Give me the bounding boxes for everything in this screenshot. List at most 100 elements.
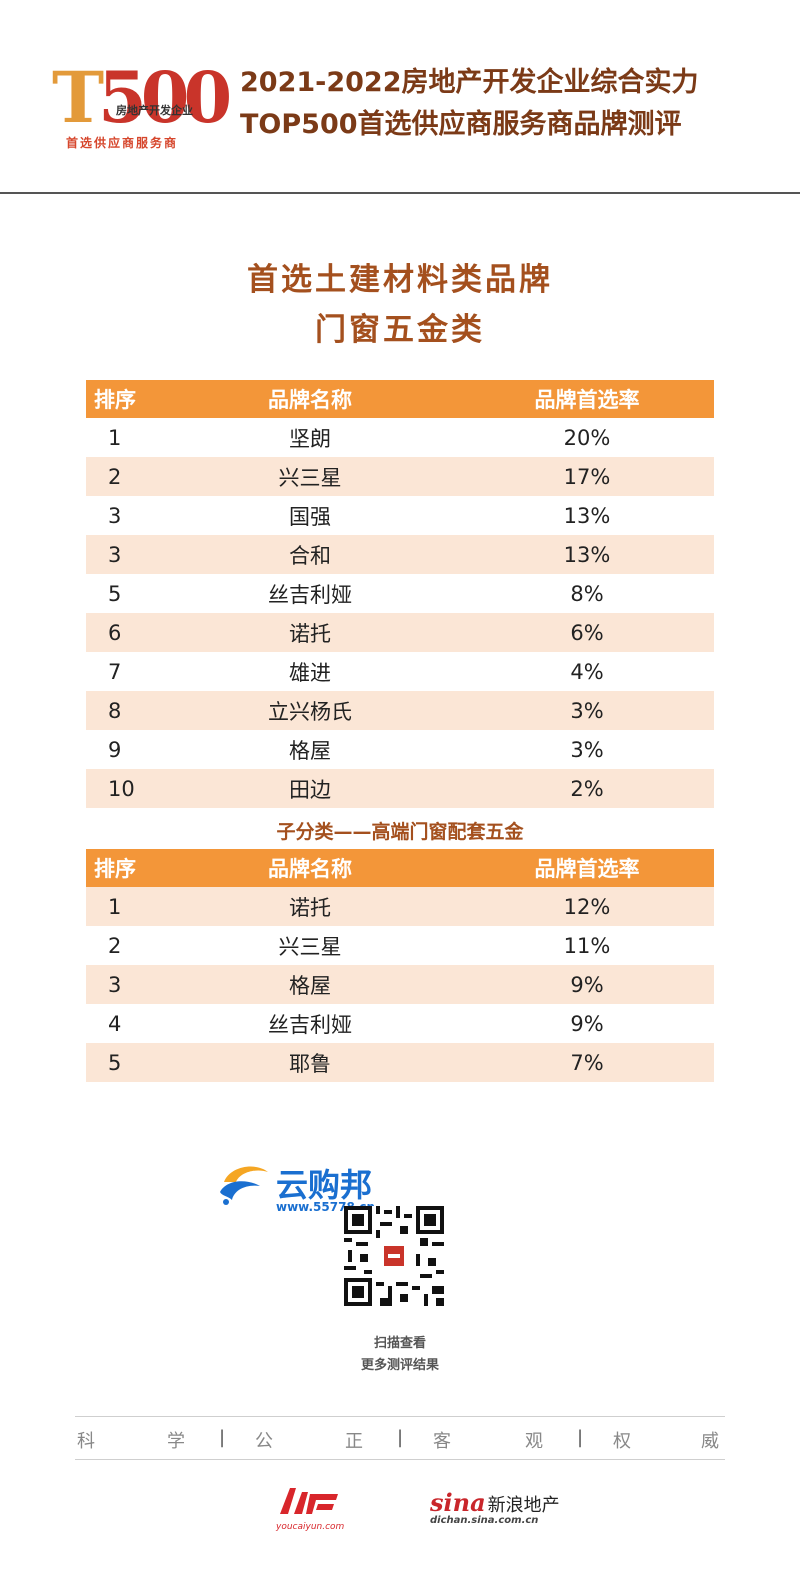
rank-cell: 9	[108, 737, 122, 762]
motto-char: 客	[433, 1431, 451, 1452]
table-row: 3 国强 13%	[86, 496, 714, 535]
header-rank: 排序	[86, 380, 160, 418]
brand-cell: 耶鲁	[160, 1043, 460, 1082]
rate-cell: 13%	[460, 535, 714, 574]
table-row: 1 坚朗 20%	[86, 418, 714, 457]
rate-cell: 12%	[460, 887, 714, 926]
logo-subtitle: 首选供应商服务商	[66, 136, 179, 150]
title-line-2: TOP500首选供应商服务商品牌测评	[240, 109, 682, 140]
brand-cell: 诺托	[160, 887, 460, 926]
brand-cell: 格屋	[289, 738, 331, 763]
logo-tagline: 房地产开发企业	[116, 104, 193, 117]
rank-cell: 1	[108, 425, 122, 450]
table-header-row: 排序 品牌名称 品牌首选率	[86, 849, 714, 887]
rate-cell: 3%	[460, 691, 714, 730]
sina-wordmark: sina	[430, 1488, 486, 1517]
table-row: 5 丝吉利娅 8%	[86, 574, 714, 613]
rank-cell: 4	[108, 1011, 122, 1036]
qr-code[interactable]	[344, 1206, 444, 1306]
youcaiyun-logo: youcaiyun.com	[276, 1484, 356, 1534]
title-line-1: 2021-2022房地产开发企业综合实力	[240, 67, 699, 98]
rate-cell: 3%	[570, 737, 604, 762]
motto-separator: |	[397, 1427, 404, 1448]
brand-name: 云购邦	[276, 1166, 373, 1204]
rate-cell: 9%	[570, 1011, 604, 1036]
youcai-mark-icon	[280, 1488, 338, 1514]
subcategory-title: 子分类——高端门窗配套五金	[276, 821, 524, 843]
rate-cell: 11%	[563, 933, 611, 958]
brand-cell: 田边	[160, 769, 460, 808]
subcategory-table: 排序 品牌名称 品牌首选率 1 诺托 12% 2 兴三星 11% 3 格屋 9% 4 丝吉利娅 9% 5…	[86, 849, 714, 1082]
yungoubang-logo: 云购邦 www.55778.cn	[216, 1160, 416, 1214]
category-title: 首选土建材料类品牌	[247, 262, 553, 298]
rank-cell: 2	[108, 933, 122, 958]
brand-cell: 合和	[160, 535, 460, 574]
sina-name: 新浪地产	[487, 1495, 560, 1516]
rate-cell: 20%	[563, 425, 611, 450]
motto-separator: |	[577, 1427, 584, 1448]
header-brand: 品牌名称	[160, 849, 460, 887]
header-rate: 品牌首选率	[460, 849, 714, 887]
rate-cell: 13%	[563, 503, 611, 528]
header-brand: 品牌名称	[160, 380, 460, 418]
motto-separator: |	[219, 1427, 226, 1448]
rank-cell: 8	[86, 691, 160, 730]
rank-cell: 3	[86, 535, 160, 574]
motto-char: 科	[77, 1431, 95, 1452]
table-row: 4 丝吉利娅 9%	[86, 1004, 714, 1043]
rank-cell: 2	[86, 457, 160, 496]
rank-cell: 3	[86, 965, 160, 1004]
brand-cell: 丝吉利娅	[268, 1012, 352, 1037]
scan-instruction-2: 更多测评结果	[360, 1358, 439, 1373]
table-row: 9 格屋 3%	[86, 730, 714, 769]
rate-cell: 8%	[570, 581, 604, 606]
brand-cell: 格屋	[160, 965, 460, 1004]
table-row: 7 雄进 4%	[86, 652, 714, 691]
rate-cell: 4%	[570, 659, 604, 684]
rank-cell: 10	[86, 769, 160, 808]
table-row: 2 兴三星 11%	[86, 926, 714, 965]
table-row: 3 格屋 9%	[86, 965, 714, 1004]
brand-cell: 立兴杨氏	[160, 691, 460, 730]
sina-url: dichan.sina.com.cn	[430, 1515, 539, 1526]
scan-instruction-1: 扫描查看	[373, 1336, 426, 1351]
brand-cell: 坚朗	[289, 426, 331, 451]
rate-cell: 2%	[460, 769, 714, 808]
rate-cell: 6%	[460, 613, 714, 652]
rate-cell: 17%	[460, 457, 714, 496]
motto-char: 公	[255, 1431, 273, 1452]
brand-cell: 雄进	[289, 660, 331, 685]
rank-cell: 7	[108, 659, 122, 684]
category-subtitle: 门窗五金类	[315, 312, 485, 348]
youcai-url: youcaiyun.com	[276, 1522, 345, 1532]
rank-cell: 1	[86, 887, 160, 926]
rank-cell: 5	[86, 1043, 160, 1082]
motto-char: 学	[167, 1431, 185, 1452]
motto-char: 权	[613, 1431, 631, 1452]
motto-char: 观	[525, 1431, 543, 1452]
table-row: 2 兴三星 17%	[86, 457, 714, 496]
table-row: 3 合和 13%	[86, 535, 714, 574]
top500-logo: T500 房地产开发企业 首选供应商服务商	[52, 56, 232, 151]
header-rate: 品牌首选率	[460, 380, 714, 418]
header-divider	[0, 192, 800, 194]
motto-bar: 科 学 | 公 正 | 客 观 | 权 威	[75, 1416, 725, 1460]
rate-cell: 9%	[460, 965, 714, 1004]
brand-cell: 国强	[289, 504, 331, 529]
table-header-row: 排序 品牌名称 品牌首选率	[86, 380, 714, 418]
motto-char: 正	[345, 1431, 363, 1452]
page-header: T500 房地产开发企业 首选供应商服务商 2021-2022房地产开发企业综合…	[0, 0, 800, 192]
sina-logo: sina 新浪地产 dichan.sina.com.cn	[430, 1488, 570, 1534]
brand-cell: 诺托	[160, 613, 460, 652]
rank-cell: 5	[108, 581, 122, 606]
rank-cell: 3	[108, 503, 122, 528]
rate-cell: 7%	[460, 1043, 714, 1082]
motto-char: 威	[701, 1431, 719, 1452]
swirl-icon	[220, 1166, 268, 1205]
brand-cell: 兴三星	[278, 934, 342, 959]
table-row: 1 诺托 12%	[86, 887, 714, 926]
table-row: 8 立兴杨氏 3%	[86, 691, 714, 730]
table-row: 10 田边 2%	[86, 769, 714, 808]
table-row: 6 诺托 6%	[86, 613, 714, 652]
header-rank: 排序	[86, 849, 160, 887]
